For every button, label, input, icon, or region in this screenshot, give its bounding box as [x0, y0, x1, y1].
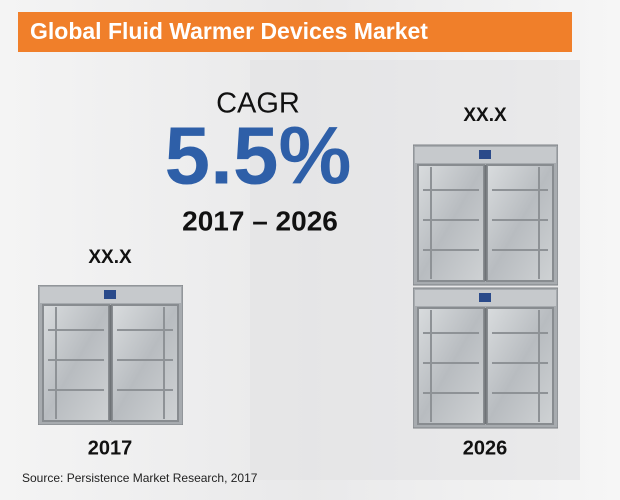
- item-year: 2026: [463, 437, 508, 459]
- cagr-value: 5.5%: [165, 111, 352, 202]
- item-year: 2017: [88, 437, 133, 459]
- cabinet-image: [413, 143, 558, 287]
- item-value: XX.X: [463, 105, 507, 126]
- cagr-label: CAGR: [216, 88, 300, 120]
- cagr-period: 2017 – 2026: [182, 205, 338, 236]
- cabinet-image: [413, 286, 558, 430]
- item-value: XX.X: [88, 247, 132, 268]
- cabinet-image: [38, 285, 183, 425]
- source: Source: Persistence Market Research, 201…: [22, 471, 258, 485]
- title: Global Fluid Warmer Devices Market: [30, 18, 428, 44]
- title-bar: [18, 12, 572, 52]
